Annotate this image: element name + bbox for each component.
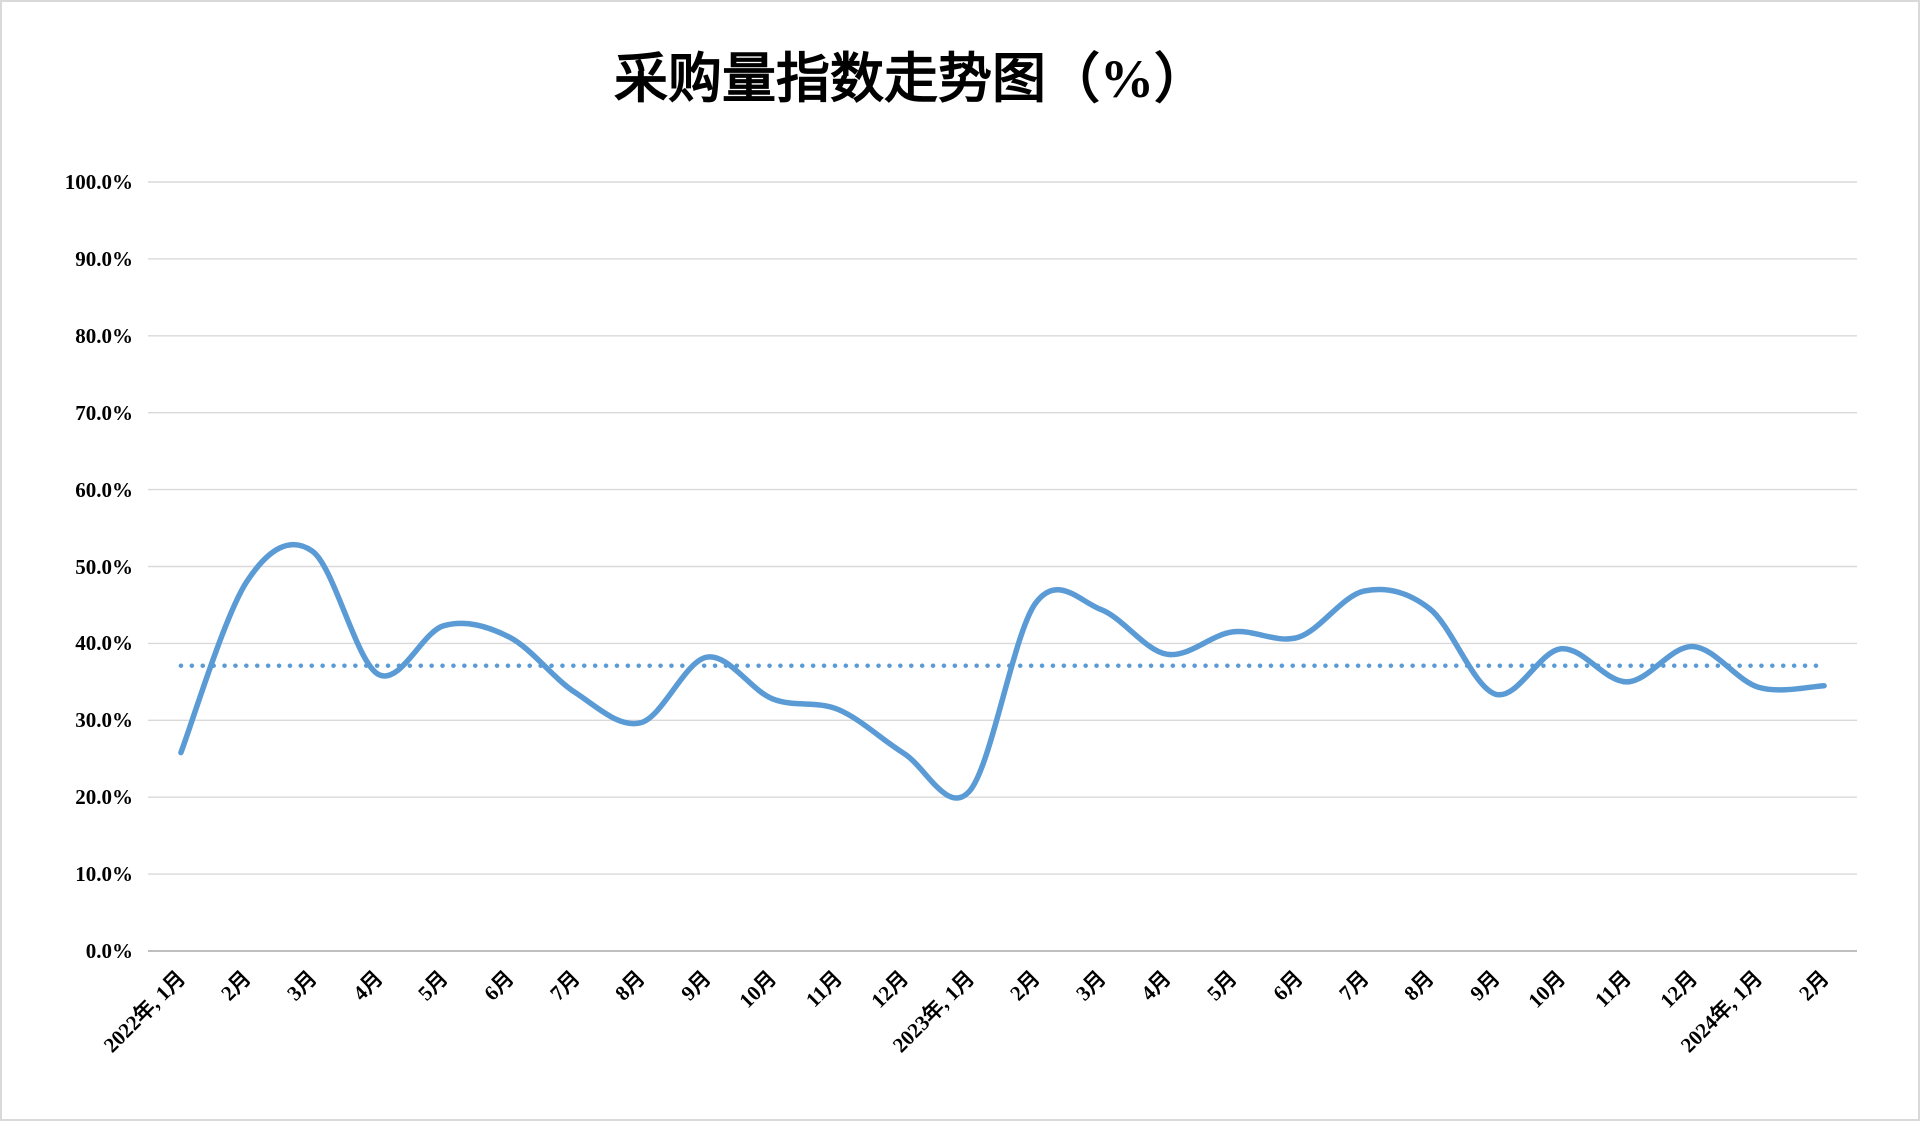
y-axis-tick-label: 90.0% [75,246,133,271]
y-axis-tick-label: 10.0% [75,862,133,887]
chart-title: 采购量指数走势图（%） [614,49,1208,109]
y-axis-tick-label: 50.0% [75,554,133,579]
y-axis-tick-label: 0.0% [85,939,133,963]
y-axis-tick-label: 100.0% [64,170,133,194]
series-line [178,541,1827,801]
y-axis-tick-label: 80.0% [75,323,133,348]
y-axis-tick-label: 40.0% [75,631,133,656]
y-axis-tick-label: 70.0% [75,400,133,425]
y-axis-tick-label: 60.0% [75,477,133,502]
y-axis-tick-label: 30.0% [75,708,133,733]
y-axis-tick-label: 20.0% [75,785,133,810]
